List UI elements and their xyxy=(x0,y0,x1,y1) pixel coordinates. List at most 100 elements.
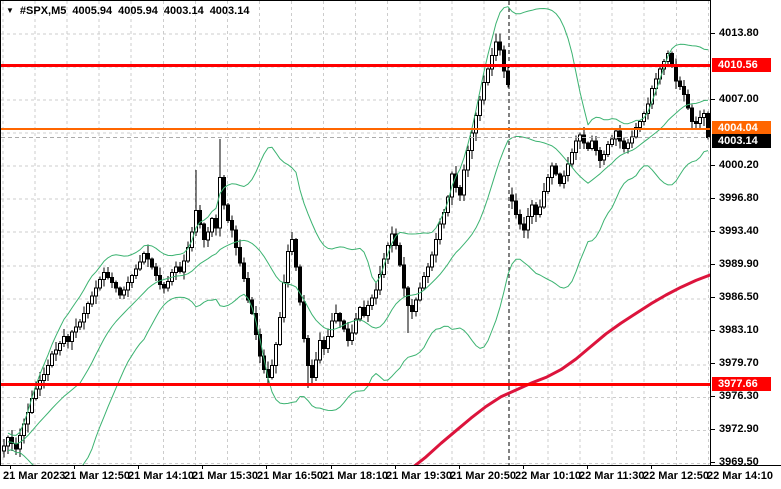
candle-body xyxy=(78,321,82,328)
candle-body xyxy=(626,142,630,150)
candle-body xyxy=(122,289,126,296)
time-tick-label: 22 Mar 11:30 xyxy=(579,470,645,482)
candle-body xyxy=(102,272,106,281)
candle-body xyxy=(554,165,558,175)
candle-body xyxy=(146,252,150,260)
ohlc-header: ▼ #SPX,M5 4005.94 4005.94 4003.14 4003.1… xyxy=(6,4,249,18)
candle-body xyxy=(582,134,586,144)
price-tick-mark xyxy=(711,230,715,232)
ohlc-low: 4003.14 xyxy=(163,5,204,17)
chart-canvas[interactable] xyxy=(1,1,711,466)
candle-body xyxy=(230,219,234,231)
candle-body xyxy=(394,233,398,246)
candle-body xyxy=(58,343,62,351)
candle-body xyxy=(602,153,606,161)
candle-body xyxy=(410,305,414,313)
candle-body xyxy=(202,223,206,241)
candle-body xyxy=(86,303,90,314)
time-tick-mark xyxy=(331,466,332,469)
candle-body xyxy=(302,301,306,340)
candle-body xyxy=(130,275,134,283)
candle-body xyxy=(606,144,610,155)
price-tick-label: 3989.90 xyxy=(711,258,759,271)
candle-body xyxy=(378,274,382,291)
price-tick-mark xyxy=(711,363,715,365)
candle-body xyxy=(506,70,510,86)
candle-body xyxy=(366,305,370,316)
candle-body xyxy=(402,264,406,289)
candle-body xyxy=(138,261,142,270)
candle-body xyxy=(62,336,66,345)
price-tick-label: 3976.30 xyxy=(711,390,759,403)
candle-body xyxy=(374,289,378,299)
candle-body xyxy=(326,336,330,349)
candle-body xyxy=(322,340,326,349)
chart-plot-area[interactable]: ▼ #SPX,M5 4005.94 4005.94 4003.14 4003.1… xyxy=(0,0,711,466)
candle-body xyxy=(318,340,322,361)
candle-body xyxy=(586,142,590,150)
time-tick-label: 22 Mar 12:50 xyxy=(643,470,710,482)
candle-body xyxy=(306,338,310,367)
price-tick-mark xyxy=(711,264,715,266)
candle-body xyxy=(54,349,58,355)
time-tick-mark xyxy=(74,466,75,469)
time-tick-label: 21 Mar 14:10 xyxy=(128,470,195,482)
candle-body xyxy=(226,204,230,221)
time-tick-label: 21 Mar 19:30 xyxy=(386,470,453,482)
candle-body xyxy=(542,190,546,208)
candle-body xyxy=(90,295,94,305)
price-tick-label: 4000.20 xyxy=(711,159,759,172)
candle-body xyxy=(42,374,46,381)
candle-body xyxy=(222,177,226,206)
candle-body xyxy=(598,150,602,161)
candle-body xyxy=(526,216,530,231)
candle-body xyxy=(694,121,698,124)
candle-body xyxy=(254,312,258,336)
time-tick-mark xyxy=(266,466,267,469)
candle-body xyxy=(678,80,682,88)
candle-body xyxy=(282,281,286,318)
candle-body xyxy=(670,53,674,66)
slow-ma-line xyxy=(412,273,711,466)
candle-body xyxy=(22,423,26,436)
candle-body xyxy=(206,231,210,241)
price-badge-red: 3977.66 xyxy=(712,376,771,391)
candle-body xyxy=(166,280,170,289)
candle-body xyxy=(630,136,634,144)
candle-body xyxy=(566,163,570,177)
candle-body xyxy=(46,365,50,375)
price-tick-mark xyxy=(711,197,715,199)
time-tick-mark xyxy=(138,466,139,469)
candle-body xyxy=(354,318,358,334)
candle-body xyxy=(398,245,402,266)
time-tick-mark xyxy=(395,466,396,469)
candle-body xyxy=(494,41,498,57)
candle-body xyxy=(382,258,386,276)
candle-body xyxy=(634,126,638,138)
symbol-period-label: #SPX,M5 xyxy=(19,5,67,17)
candle-body xyxy=(98,279,102,289)
time-tick-label: 21 Mar 12:50 xyxy=(64,470,131,482)
price-tick-label: 3983.10 xyxy=(711,324,759,337)
candle-body xyxy=(590,140,594,150)
candle-body xyxy=(314,359,318,378)
candle-body xyxy=(334,312,338,322)
candle-body xyxy=(610,138,614,146)
candle-body xyxy=(274,343,278,367)
time-tick-mark xyxy=(587,466,588,469)
candle-body xyxy=(666,53,670,62)
bollinger-upper-band xyxy=(7,6,709,436)
candle-body xyxy=(530,204,534,217)
symbol-dropdown-icon[interactable]: ▼ xyxy=(6,6,14,15)
price-axis[interactable]: 4013.80 4010.56 4007.00 4004.04 4003.14 4000.… xyxy=(710,0,781,468)
time-axis[interactable]: 21 Mar 2023 21 Mar 12:50 21 Mar 14:10 21 Ma… xyxy=(0,465,781,489)
candle-body xyxy=(486,68,490,84)
candle-body xyxy=(702,113,706,119)
candle-body xyxy=(434,239,438,256)
candle-body xyxy=(278,316,282,345)
candle-body xyxy=(502,49,506,72)
candle-body xyxy=(426,266,430,278)
candle-body xyxy=(682,86,686,95)
price-badge-black: 4003.14 xyxy=(712,134,771,149)
candle-body xyxy=(346,328,350,341)
